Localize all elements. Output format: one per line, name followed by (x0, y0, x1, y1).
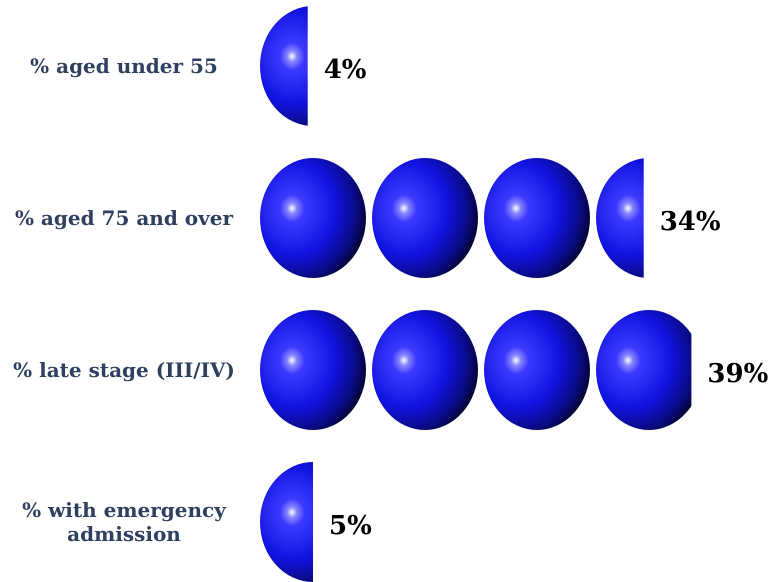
sphere-icon (484, 310, 590, 430)
row-2: % late stage (III/IV) 39% (13, 310, 769, 430)
category-label: % aged 75 and over (15, 206, 234, 230)
partial-sphere-icon (596, 310, 692, 430)
category-label-line: % aged under 55 (30, 54, 218, 78)
category-label-line: % with emergency (22, 498, 227, 522)
row-1: % aged 75 and over 34% (15, 158, 721, 278)
sphere-icon (260, 310, 366, 430)
sphere-icon (484, 158, 590, 278)
partial-sphere-icon (260, 6, 308, 126)
category-label: % with emergency admission (22, 498, 227, 546)
category-label-line: admission (67, 522, 181, 546)
value-label: 34% (660, 207, 721, 237)
value-label: 39% (707, 359, 768, 389)
sphere-icon (372, 310, 478, 430)
partial-sphere-icon (260, 462, 313, 582)
partial-sphere-icon (596, 158, 644, 278)
category-label-line: % late stage (III/IV) (13, 358, 235, 382)
value-label: 5% (329, 511, 372, 541)
row-3: % with emergency admission 5% (22, 462, 372, 582)
category-label-line: % aged 75 and over (15, 206, 234, 230)
sphere-icon (372, 158, 478, 278)
category-label: % late stage (III/IV) (13, 358, 235, 382)
row-0: % aged under 55 4% (30, 6, 367, 126)
category-label: % aged under 55 (30, 54, 218, 78)
sphere-icon (260, 158, 366, 278)
value-label: 4% (324, 55, 367, 85)
